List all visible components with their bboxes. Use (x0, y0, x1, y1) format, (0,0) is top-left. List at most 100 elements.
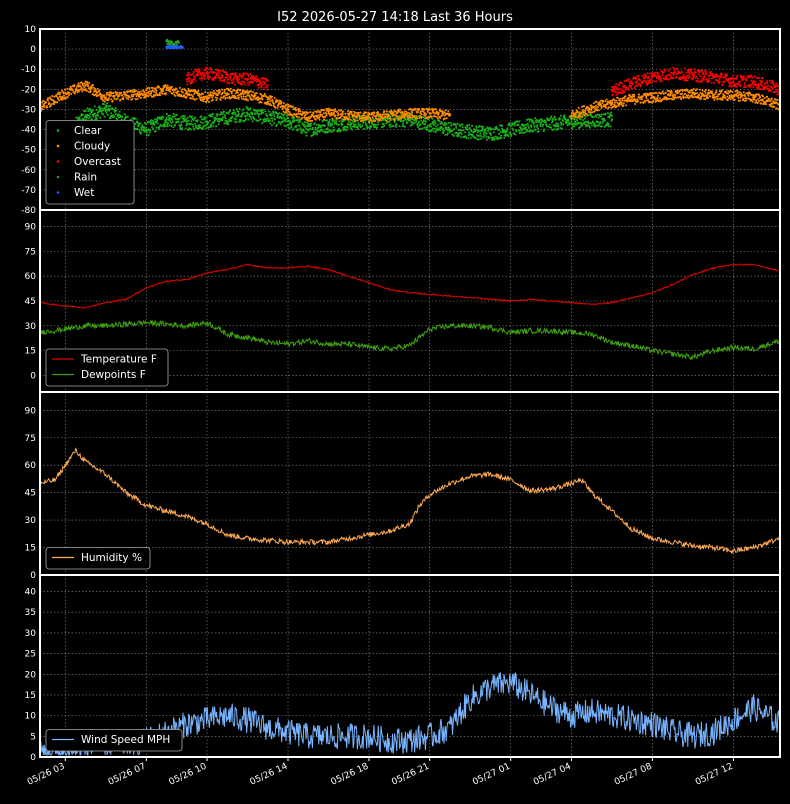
data-point (333, 119, 336, 122)
data-point (263, 94, 266, 97)
data-point (132, 95, 135, 98)
data-point (257, 96, 260, 99)
data-point (616, 97, 619, 99)
data-point (321, 113, 323, 116)
data-point (206, 70, 209, 73)
data-point (617, 104, 620, 107)
data-point (235, 121, 238, 124)
data-point (305, 127, 307, 130)
data-point (600, 115, 603, 118)
data-point (440, 126, 443, 129)
data-point (335, 120, 338, 123)
data-point (154, 87, 157, 90)
data-point (90, 111, 93, 114)
data-point (88, 115, 91, 118)
data-point (105, 93, 108, 96)
data-point (123, 113, 126, 116)
data-point (135, 95, 138, 98)
data-point (357, 122, 360, 125)
data-point (247, 75, 250, 77)
y-tick-label: 0 (30, 45, 36, 55)
data-point (534, 117, 537, 120)
data-point (96, 87, 99, 90)
data-point (251, 80, 254, 83)
data-point (694, 92, 697, 95)
data-point (675, 75, 678, 78)
data-point (474, 137, 477, 140)
y-tick-label: 0 (30, 753, 36, 763)
data-point (727, 92, 729, 95)
data-point (290, 123, 293, 126)
data-point (407, 119, 410, 122)
data-point (352, 118, 355, 121)
data-point (218, 71, 221, 74)
data-point (88, 86, 91, 89)
data-point (690, 91, 693, 94)
data-point (159, 94, 162, 97)
data-point (591, 124, 593, 127)
data-point (467, 131, 470, 134)
y-tick-label: -10 (21, 65, 36, 75)
data-point (257, 115, 260, 118)
data-point (554, 118, 557, 121)
data-point (223, 95, 226, 98)
data-point (516, 120, 519, 123)
data-point (339, 129, 342, 132)
data-point (415, 121, 418, 123)
data-point (479, 137, 482, 140)
data-point (304, 111, 307, 114)
data-point (59, 91, 62, 94)
data-point (542, 130, 545, 133)
data-point (201, 77, 204, 80)
data-point (738, 80, 741, 83)
data-point (639, 79, 641, 82)
data-point (750, 83, 753, 86)
data-point (454, 123, 457, 126)
data-point (338, 127, 341, 130)
data-point (95, 118, 98, 121)
data-point (640, 83, 642, 86)
data-point (284, 120, 287, 123)
data-point (181, 88, 184, 91)
y-tick-label: 60 (25, 272, 37, 282)
data-point (273, 97, 276, 99)
data-point (198, 68, 200, 71)
data-point (769, 89, 772, 92)
data-point (81, 90, 84, 93)
data-point (759, 88, 762, 90)
data-point (403, 112, 406, 115)
data-point (336, 110, 339, 113)
data-point (175, 113, 178, 116)
data-point (72, 91, 75, 94)
data-point (212, 79, 215, 81)
data-point (89, 108, 92, 111)
data-point (476, 131, 479, 134)
data-point (760, 81, 763, 84)
data-point (59, 95, 62, 98)
data-point (630, 85, 633, 87)
data-point (110, 98, 113, 101)
data-point (203, 116, 206, 119)
data-point (319, 111, 322, 113)
data-point (193, 128, 196, 131)
data-point (646, 79, 649, 82)
data-point (664, 69, 667, 72)
data-point (753, 84, 756, 87)
data-point (186, 80, 189, 83)
data-point (266, 88, 269, 91)
data-point (480, 125, 483, 128)
data-point (686, 74, 688, 77)
data-point (243, 72, 246, 75)
data-point (654, 71, 657, 74)
data-point (637, 99, 639, 102)
y-tick-label: -30 (21, 105, 36, 115)
y-tick-label: 5 (30, 732, 36, 742)
data-point (730, 94, 733, 97)
data-point (118, 116, 120, 119)
data-point (685, 77, 687, 80)
data-point (739, 84, 742, 87)
data-point (771, 87, 774, 90)
data-point (393, 118, 396, 120)
data-point (104, 110, 107, 112)
data-point (730, 81, 732, 84)
